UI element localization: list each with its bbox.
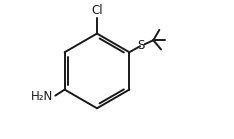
Text: H₂N: H₂N [31, 90, 53, 103]
Text: S: S [138, 39, 145, 52]
Text: Cl: Cl [91, 4, 103, 17]
